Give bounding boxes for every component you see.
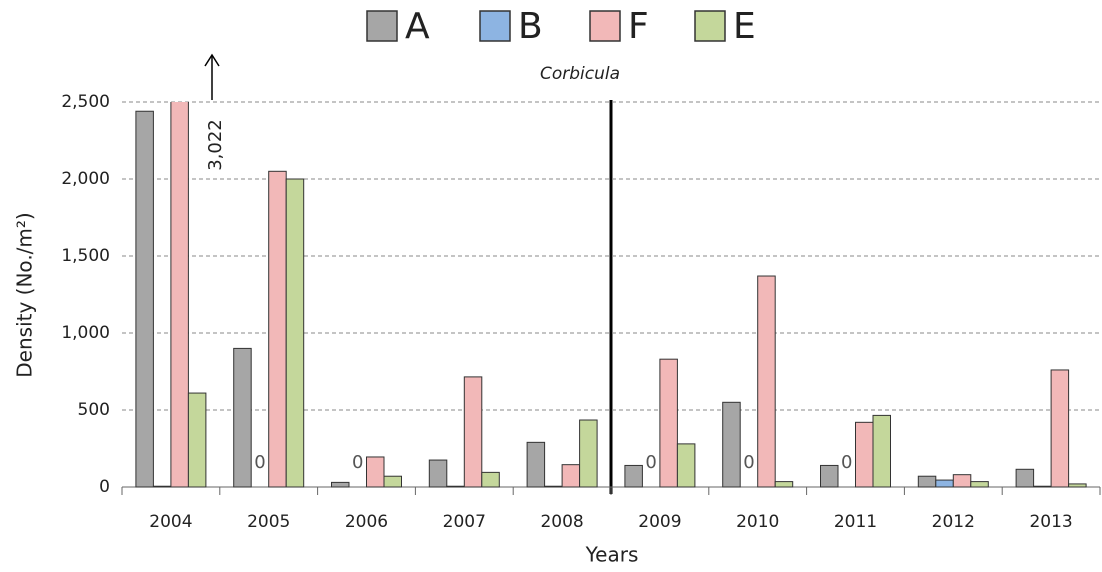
bar	[624, 464, 643, 488]
bar	[170, 102, 189, 488]
x-tick-label: 2005	[247, 512, 290, 532]
y-tick-label: 0	[99, 477, 110, 497]
legend-label: B	[518, 6, 543, 47]
x-tick-label: 2013	[1029, 512, 1072, 532]
bar	[757, 275, 776, 488]
bar	[383, 475, 402, 488]
bar	[187, 392, 207, 488]
x-tick-label: 2004	[149, 512, 192, 532]
chart-title: Corbicula	[540, 64, 620, 84]
x-tick-label: 2008	[540, 512, 583, 532]
value-label: 0	[254, 452, 265, 473]
x-axis-label: Years	[585, 543, 639, 567]
bar	[481, 471, 500, 488]
legend-swatch	[366, 10, 398, 42]
bar	[1050, 369, 1070, 488]
x-tick-label: 2011	[834, 512, 877, 532]
bar	[676, 443, 696, 488]
bar	[446, 485, 465, 488]
bar	[659, 358, 678, 488]
legend-label: F	[628, 6, 649, 47]
y-tick-label: 1,500	[61, 246, 110, 266]
legend-label: A	[405, 6, 430, 47]
bar	[579, 419, 598, 488]
bar	[855, 421, 874, 488]
bar	[233, 347, 252, 488]
bar	[561, 464, 581, 488]
bar	[544, 485, 563, 488]
bar	[331, 481, 350, 488]
bar	[152, 485, 172, 488]
bar	[952, 474, 972, 488]
value-label: 0	[645, 452, 656, 473]
x-tick-label: 2006	[345, 512, 388, 532]
value-label: 0	[352, 452, 363, 473]
bar	[872, 414, 891, 488]
bar	[1068, 483, 1087, 488]
bar	[722, 401, 741, 488]
y-tick-label: 2,000	[61, 169, 110, 189]
bar	[935, 479, 954, 488]
y-tick-label: 500	[78, 400, 110, 420]
bar	[917, 475, 937, 488]
bar	[820, 464, 839, 488]
bars	[135, 102, 1087, 488]
y-axis-label: Density (No./m²)	[13, 212, 37, 377]
value-label: 0	[841, 452, 852, 473]
x-tick-label: 2012	[932, 512, 975, 532]
bar	[366, 456, 385, 488]
bar	[285, 178, 305, 488]
legend-swatch	[589, 10, 621, 42]
value-label: 3,022	[205, 119, 226, 171]
x-tick-label: 2009	[638, 512, 681, 532]
bar	[526, 441, 546, 488]
bar	[428, 459, 448, 488]
legend-label: E	[733, 6, 756, 47]
arrow-head	[204, 53, 220, 67]
bar	[1033, 485, 1052, 488]
legend-swatch	[694, 10, 726, 42]
legend-swatch	[479, 10, 511, 42]
x-tick-label: 2007	[443, 512, 486, 532]
bar	[463, 376, 483, 488]
y-tick-label: 2,500	[61, 92, 110, 112]
bar	[1015, 468, 1035, 488]
bar	[268, 170, 287, 488]
y-tick-label: 1,000	[61, 323, 110, 343]
x-tick-label: 2010	[736, 512, 779, 532]
bar	[970, 481, 989, 488]
bar	[774, 481, 794, 488]
value-label: 0	[743, 452, 754, 473]
bar	[135, 110, 154, 488]
